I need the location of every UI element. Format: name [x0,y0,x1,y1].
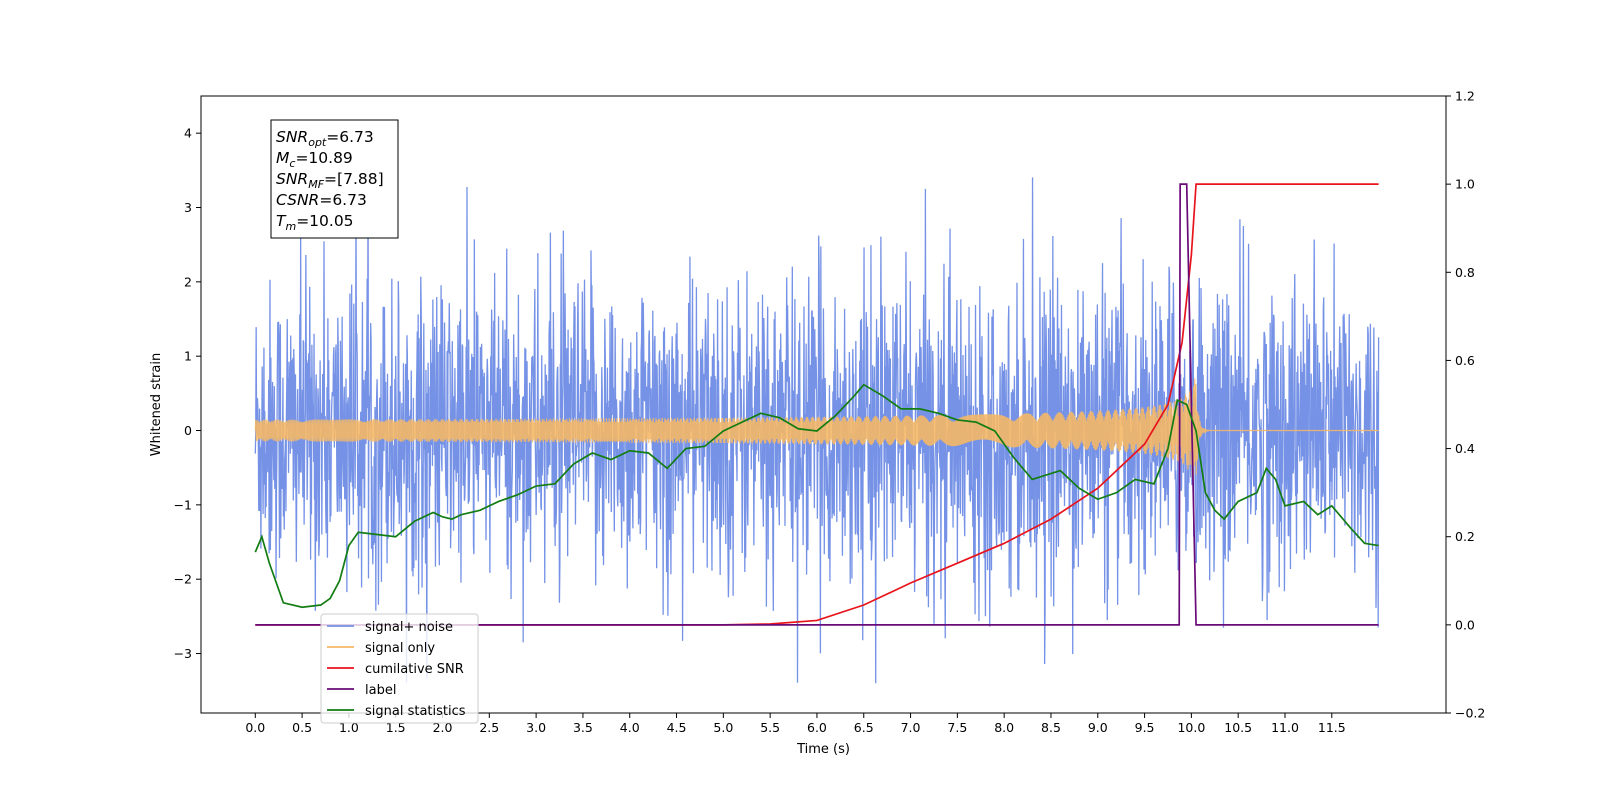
info-value: =6.73 [319,191,367,209]
stats-info-box: SNRopt=6.73Mc=10.89SNRMF=[7.88]CSNR=6.73… [270,119,399,239]
info-box-line: Tm=10.05 [276,212,354,233]
x-tick-label: 0.5 [292,720,312,735]
y2-tick-label: 1.2 [1455,89,1475,104]
y-axis-left: 4 3 2 1 0 −1 −2 −3 [174,126,201,661]
x-tick-label: 6.0 [807,720,827,735]
info-box-line: SNRMF=[7.88] [276,170,384,191]
x-tick-label: 1.5 [386,720,406,735]
x-tick-label: 1.0 [339,720,359,735]
y2-tick-label: 0.4 [1455,441,1475,456]
plot-frame [200,95,1447,714]
x-tick-label: 4.0 [620,720,640,735]
info-box-line: Mc=10.89 [276,149,353,170]
legend: signal+ noise signal only cumilative SNR la… [320,613,479,724]
x-tick-label: 4.5 [667,720,687,735]
info-symbol: M [276,149,289,167]
series-cumilative-snr-line [255,183,1379,626]
legend-label: signal only [365,641,435,656]
x-tick-label: 3.5 [573,720,593,735]
x-tick-label: 3.0 [526,720,546,735]
y-tick-label: −3 [174,646,192,661]
info-symbol: T [276,212,287,230]
x-tick-label: 0.0 [245,720,265,735]
legend-label: cumilative SNR [365,662,464,677]
series-signal-statistics-line [254,383,1379,609]
x-tick-label: 2.0 [433,720,453,735]
y-tick-label: 1 [184,349,192,364]
x-tick-label: 10.0 [1177,720,1205,735]
y2-tick-label: 0.8 [1455,265,1475,280]
x-tick-label: 8.5 [1041,720,1061,735]
y-tick-label: −2 [174,572,192,587]
x-tick-label: 5.0 [713,720,733,735]
info-symbol: SNR [276,128,308,146]
y2-tick-label: −0.2 [1455,706,1485,721]
x-tick-label: 7.0 [901,720,921,735]
x-tick-label: 2.5 [479,720,499,735]
x-tick-label: 5.5 [760,720,780,735]
plot-data-layer [254,147,1380,684]
x-tick-label: 10.5 [1224,720,1252,735]
y-tick-label: 0 [184,423,192,438]
info-box-line: SNRopt=6.73 [276,128,374,149]
y2-tick-label: 0.0 [1455,617,1475,632]
y-tick-label: 3 [184,200,192,215]
x-axis-label: Time (s) [796,742,850,757]
info-box-frame [270,119,399,239]
x-tick-label: 7.5 [947,720,967,735]
series-signal-noise-line [254,147,1380,684]
info-subscript: m [285,220,296,233]
x-tick-label: 11.0 [1271,720,1299,735]
y-tick-label: 2 [184,274,192,289]
legend-label: label [365,683,396,698]
info-subscript: opt [308,136,327,149]
info-value: =10.05 [296,212,353,230]
x-tick-label: 8.0 [994,720,1014,735]
x-axis: 0.0 0.5 1.0 1.5 2.0 2.5 3.0 3.5 4.0 4.5 5.0 5.5 6.0 6… [245,713,1346,735]
info-value: =6.73 [326,128,374,146]
y-tick-label: 4 [184,126,192,141]
info-symbol: CSNR [276,191,319,209]
x-tick-label: 9.0 [1088,720,1108,735]
legend-label: signal statistics [365,704,466,719]
y-tick-label: −1 [174,497,192,512]
info-value: =10.89 [295,149,352,167]
x-tick-label: 9.5 [1135,720,1155,735]
info-symbol: SNR [276,170,308,188]
x-tick-label: 6.5 [854,720,874,735]
legend-frame [320,613,479,724]
x-tick-label: 11.5 [1318,720,1346,735]
series-label-line [255,183,1379,626]
y-axis-right: 1.2 1.0 0.8 0.6 0.4 0.2 0.0 −0.2 [1446,89,1485,721]
info-box-line: CSNR=6.73 [276,191,367,209]
y2-tick-label: 1.0 [1455,177,1475,192]
y2-tick-label: 0.2 [1455,529,1475,544]
y-axis-label: Whitened strain [149,353,164,456]
y2-tick-label: 0.6 [1455,353,1475,368]
info-subscript: MF [308,178,324,191]
info-value: =[7.88] [324,170,384,188]
info-subscript: c [289,157,295,170]
legend-label: signal+ noise [365,620,453,635]
